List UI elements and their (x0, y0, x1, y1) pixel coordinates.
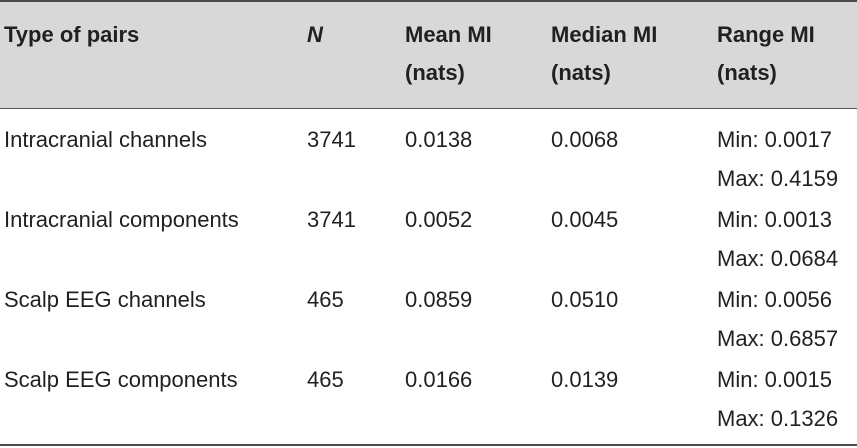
cell-median: 0.0068 (551, 127, 619, 152)
cell-type: Scalp EEG channels (4, 287, 206, 312)
header-rule (0, 108, 857, 109)
cell-range-min: Min: 0.0017 (717, 127, 832, 152)
bottom-rule (0, 444, 857, 446)
cell-type: Intracranial components (4, 207, 239, 232)
cell-range-max: Max: 0.0684 (717, 246, 839, 271)
header-mean-mi: Mean MI (nats) (405, 22, 492, 85)
cell-mean: 0.0052 (405, 207, 473, 232)
cell-range-min: Min: 0.0056 (717, 287, 832, 312)
cell-median: 0.0139 (551, 367, 619, 392)
header-n: N (307, 22, 323, 47)
cell-mean: 0.0859 (405, 287, 473, 312)
header-type-of-pairs: Type of pairs (4, 22, 140, 47)
cell-type: Scalp EEG components (4, 367, 238, 392)
cell-mean: 0.0166 (405, 367, 473, 392)
cell-range-max: Max: 0.4159 (717, 166, 839, 191)
cell-n: 465 (307, 367, 344, 392)
cell-range-max: Max: 0.1326 (717, 406, 839, 431)
header-range-mi: Range MI (nats) (717, 22, 815, 85)
cell-n: 3741 (307, 207, 356, 232)
cell-type: Intracranial channels (4, 127, 208, 152)
top-rule (0, 0, 857, 2)
header-median-mi: Median MI (nats) (551, 22, 658, 85)
cell-range-max: Max: 0.6857 (717, 326, 839, 351)
cell-range-min: Min: 0.0013 (717, 207, 832, 232)
cell-n: 465 (307, 287, 344, 312)
table-header-background (0, 0, 857, 108)
cell-median: 0.0045 (551, 207, 619, 232)
cell-n: 3741 (307, 127, 356, 152)
cell-median: 0.0510 (551, 287, 619, 312)
cell-mean: 0.0138 (405, 127, 473, 152)
cell-range-min: Min: 0.0015 (717, 367, 832, 392)
